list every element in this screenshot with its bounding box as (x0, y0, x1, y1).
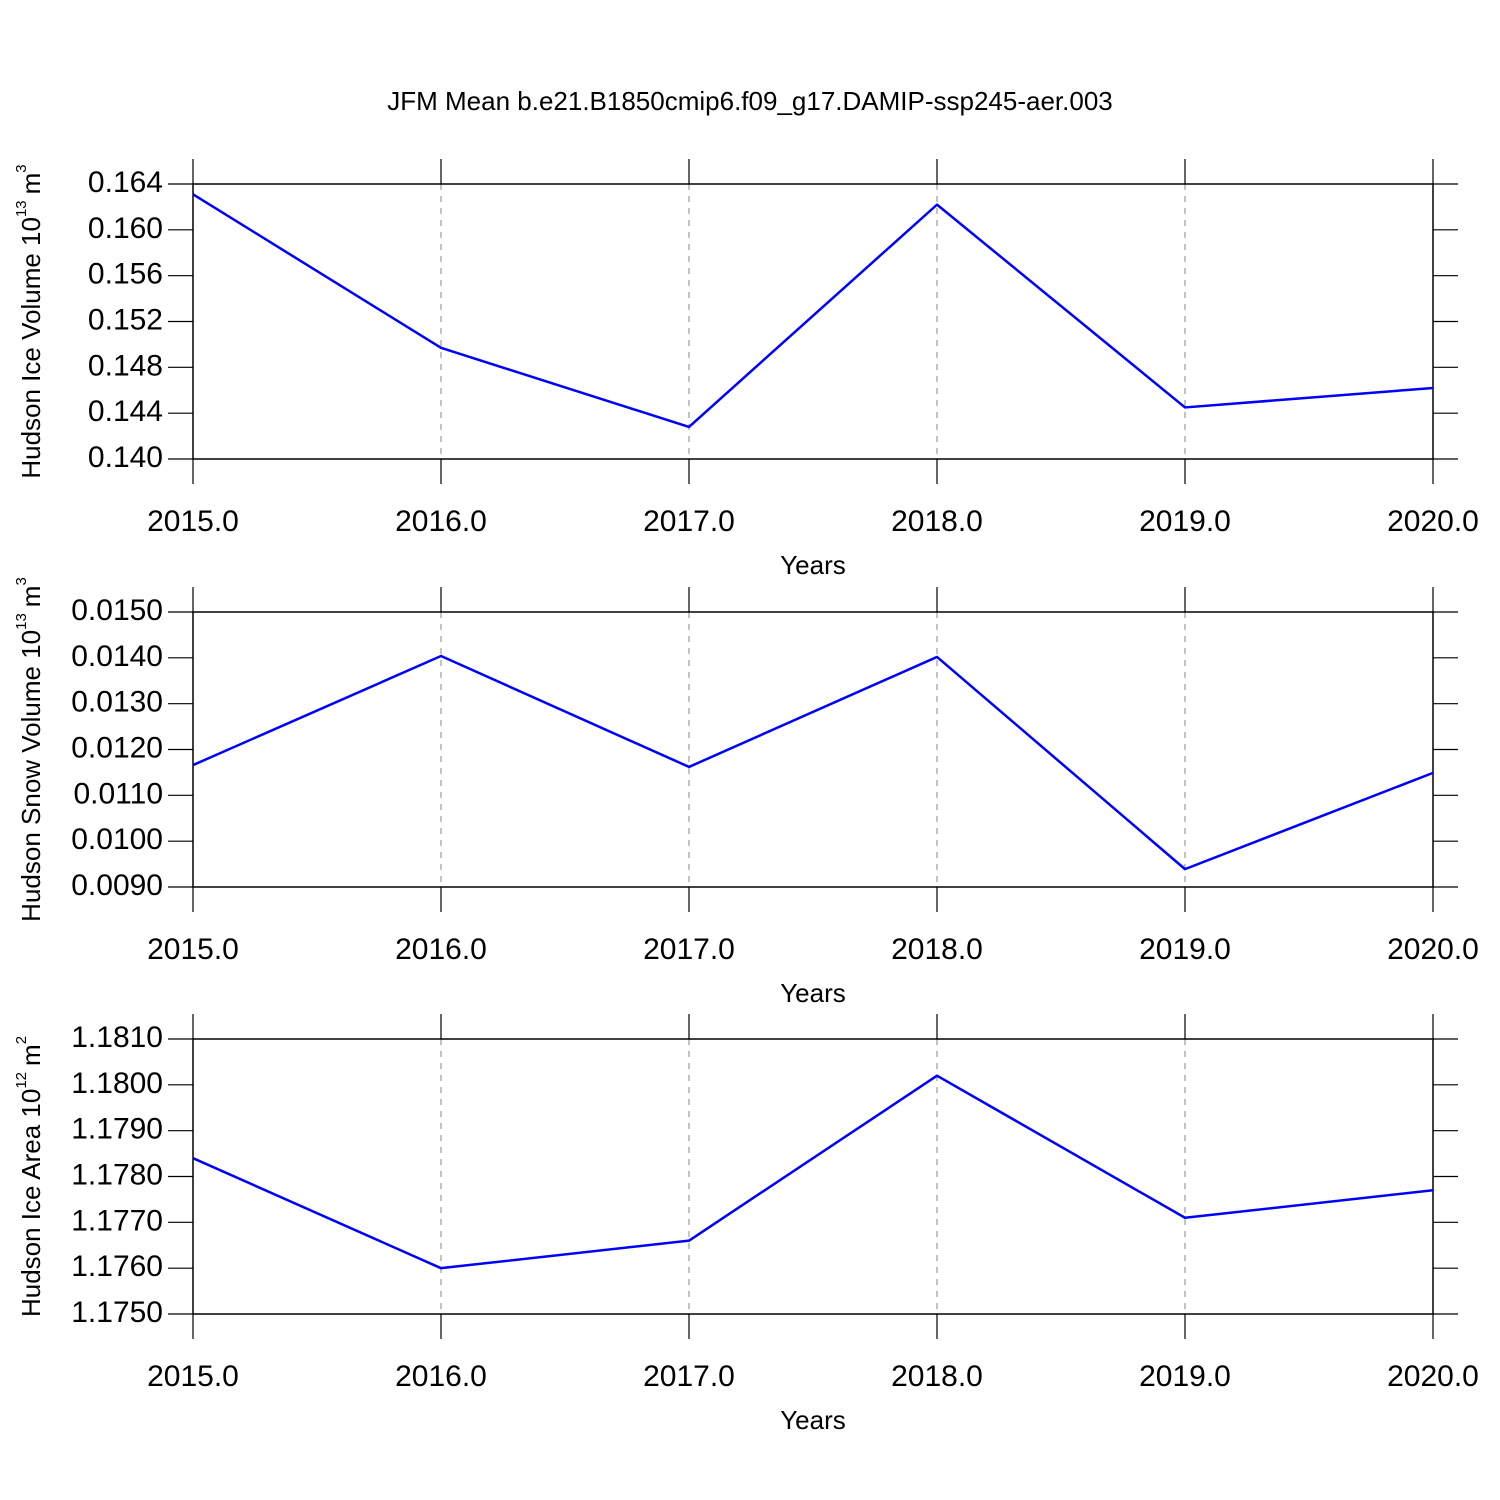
x-tick-label: 2016.0 (395, 933, 487, 966)
x-tick-label: 2015.0 (147, 1360, 239, 1393)
y-tick-label: 1.1770 (71, 1204, 163, 1237)
y-axis-label: Hudson Ice Volume 1013 m3 (13, 164, 46, 478)
x-tick-label: 2016.0 (395, 1360, 487, 1393)
y-label-exponent: 12 (13, 1072, 30, 1089)
y-label-text: Hudson Ice Area 10 (16, 1089, 46, 1317)
y-tick-label: 0.156 (88, 258, 163, 291)
data-line (192, 193, 1434, 429)
y-tick-label: 0.0120 (71, 731, 163, 764)
y-tick-label: 0.0150 (71, 594, 163, 627)
y-tick-label: 0.164 (88, 166, 163, 199)
x-tick-label: 2019.0 (1139, 1360, 1231, 1393)
y-tick-label: 0.144 (88, 395, 163, 428)
y-tick-label: 1.1790 (71, 1113, 163, 1146)
y-label-text: Hudson Snow Volume 10 (16, 630, 46, 922)
panel: 2015.0 2016.0 2017.0 2018.0 2019.0 2020.0 0.14… (13, 159, 1479, 580)
x-tick-label: 2020.0 (1387, 933, 1479, 966)
y-label-text: Hudson Ice Volume 10 (16, 217, 46, 479)
y-tick-label: 1.1760 (71, 1250, 163, 1283)
x-tick-label: 2017.0 (643, 505, 735, 538)
y-tick-label: 0.148 (88, 349, 163, 382)
x-tick-label: 2017.0 (643, 933, 735, 966)
x-tick-label: 2020.0 (1387, 505, 1479, 538)
y-label-exponent: 13 (13, 200, 30, 217)
y-tick-label: 0.140 (88, 441, 163, 474)
plot-frame (192, 183, 1434, 460)
y-tick-label: 0.0110 (73, 777, 163, 810)
y-axis-label: Hudson Ice Area 1012 m2 (13, 1036, 46, 1317)
x-tick-label: 2018.0 (891, 505, 983, 538)
y-tick-label: 0.0100 (71, 823, 163, 856)
x-tick-label: 2016.0 (395, 505, 487, 538)
y-label-exponent: 13 (13, 613, 30, 630)
x-axis-label: Years (780, 1405, 846, 1435)
y-label-unit-exponent: 3 (13, 164, 30, 172)
panel: 2015.0 2016.0 2017.0 2018.0 2019.0 2020.0 0.00… (13, 577, 1479, 1008)
y-tick-label: 0.0090 (71, 869, 163, 902)
y-tick-label: 1.1750 (71, 1296, 163, 1329)
x-axis-label: Years (780, 550, 846, 580)
x-tick-label: 2015.0 (147, 933, 239, 966)
y-axis-label: Hudson Snow Volume 1013 m3 (13, 577, 46, 922)
x-axis-label: Years (780, 978, 846, 1008)
x-tick-label: 2019.0 (1139, 933, 1231, 966)
x-tick-label: 2018.0 (891, 1360, 983, 1393)
x-tick-label: 2020.0 (1387, 1360, 1479, 1393)
y-tick-label: 1.1780 (71, 1158, 163, 1191)
x-tick-label: 2015.0 (147, 505, 239, 538)
y-label-unit-exponent: 3 (13, 577, 30, 585)
plot-frame (192, 1038, 1434, 1315)
x-tick-label: 2017.0 (643, 1360, 735, 1393)
y-label-unit: m (16, 1044, 46, 1066)
panel: 2015.0 2016.0 2017.0 2018.0 2019.0 2020.0 1.17… (13, 1014, 1479, 1435)
y-tick-label: 0.0130 (71, 686, 163, 719)
y-tick-label: 1.1810 (71, 1021, 163, 1054)
plot-frame (192, 611, 1434, 888)
data-line (192, 654, 1434, 871)
x-tick-label: 2018.0 (891, 933, 983, 966)
y-tick-label: 0.0140 (71, 640, 163, 673)
y-tick-label: 0.160 (88, 212, 163, 245)
y-tick-label: 0.152 (88, 303, 163, 336)
y-label-unit: m (16, 586, 46, 608)
figure-title: JFM Mean b.e21.B1850cmip6.f09_g17.DAMIP-… (387, 86, 1113, 116)
y-label-unit: m (16, 173, 46, 195)
y-label-unit-exponent: 2 (13, 1036, 30, 1044)
data-line (192, 1074, 1434, 1270)
x-tick-label: 2019.0 (1139, 505, 1231, 538)
y-tick-label: 1.1800 (71, 1067, 163, 1100)
